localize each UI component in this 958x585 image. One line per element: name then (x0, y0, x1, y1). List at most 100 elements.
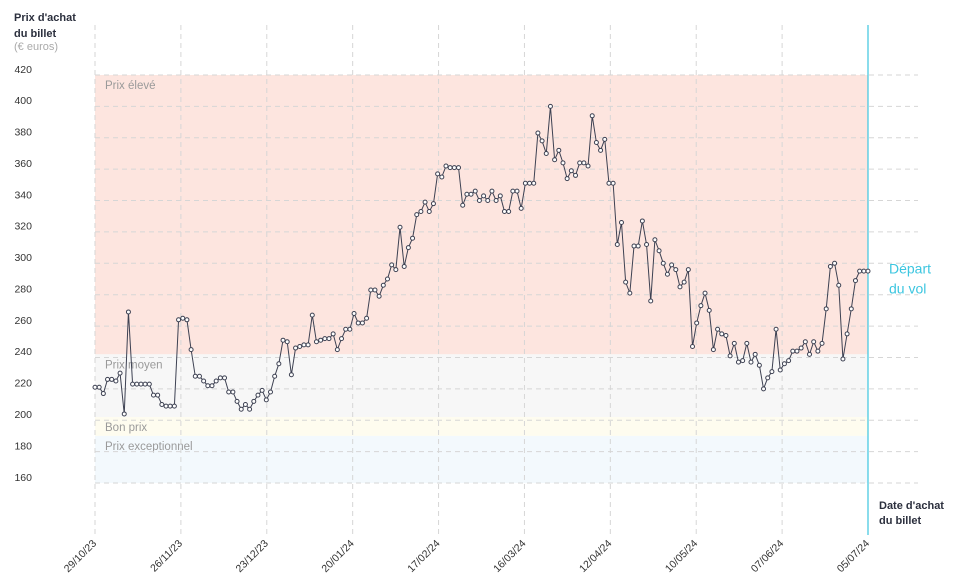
price-point (380, 282, 386, 288)
price-point (443, 163, 449, 169)
price-point (209, 383, 215, 389)
price-point (568, 168, 574, 174)
price-point (781, 361, 787, 367)
price-point (627, 290, 633, 296)
price-point (272, 373, 278, 379)
price-point (355, 320, 361, 326)
price-point (339, 336, 345, 342)
price-point (690, 343, 696, 349)
price-point (710, 347, 716, 353)
x-tick-label: 12/04/24 (577, 537, 614, 574)
price-point (485, 198, 491, 204)
price-point (573, 172, 579, 178)
price-point (719, 331, 725, 337)
band-label: Prix moyen (105, 359, 163, 371)
price-point (807, 351, 813, 357)
price-point (368, 287, 374, 293)
price-point (251, 398, 257, 404)
price-point (447, 165, 453, 171)
price-point (226, 389, 232, 395)
price-point (418, 209, 424, 215)
price-point (832, 260, 838, 266)
price-point (556, 147, 562, 153)
price-point (585, 163, 591, 169)
price-point (188, 347, 194, 353)
price-point (589, 113, 595, 119)
y-axis-title: du billet (14, 28, 57, 40)
price-point (159, 402, 165, 408)
price-point (794, 348, 800, 354)
price-point (472, 188, 478, 194)
price-point (489, 188, 495, 194)
price-point (359, 320, 365, 326)
price-point (522, 180, 528, 186)
price-point (748, 359, 754, 365)
price-point (669, 262, 675, 268)
price-point (435, 171, 441, 177)
price-point (334, 347, 340, 353)
price-point (702, 290, 708, 296)
x-axis-title: du billet (879, 515, 922, 527)
price-point (138, 381, 144, 387)
price-point (752, 351, 758, 357)
price-point (802, 339, 808, 345)
price-point (827, 263, 833, 269)
price-point (196, 373, 202, 379)
price-point (618, 220, 624, 226)
price-point (510, 188, 516, 194)
price-point (213, 378, 219, 384)
price-point (163, 403, 169, 409)
price-point (393, 267, 399, 273)
price-point (105, 376, 111, 382)
price-point (756, 362, 762, 368)
x-tick-label: 16/03/24 (491, 537, 528, 574)
price-point (293, 345, 299, 351)
y-tick-label: 180 (14, 440, 32, 452)
price-point (267, 389, 273, 395)
price-point (222, 375, 228, 381)
price-point (460, 202, 466, 208)
price-point (150, 392, 156, 398)
y-tick-label: 240 (14, 346, 32, 358)
price-point (535, 130, 541, 136)
y-tick-label: 320 (14, 221, 32, 233)
price-point (836, 282, 842, 288)
price-point (155, 392, 161, 398)
y-tick-label: 340 (14, 189, 32, 201)
price-point (376, 293, 382, 299)
price-point (234, 398, 240, 404)
price-point (326, 336, 332, 342)
price-point (217, 375, 223, 381)
band-label: Prix exceptionnel (105, 441, 193, 453)
price-point (180, 315, 186, 321)
annotation: du vol (889, 281, 926, 297)
price-point (176, 317, 182, 323)
price-point (798, 345, 804, 351)
price-point (560, 160, 566, 166)
price-band (95, 75, 868, 355)
price-point (635, 243, 641, 249)
price-point (652, 237, 658, 243)
price-point (481, 193, 487, 199)
price-point (648, 298, 654, 304)
price-point (125, 309, 131, 315)
price-point (506, 209, 512, 215)
price-point (121, 411, 127, 417)
price-point (723, 332, 729, 338)
price-point (727, 353, 733, 359)
price-point (681, 279, 687, 285)
x-tick-label: 26/11/23 (148, 537, 185, 574)
price-point (819, 340, 825, 346)
price-point (852, 278, 858, 284)
x-tick-label: 07/06/24 (749, 537, 786, 574)
price-point (677, 284, 683, 290)
price-point (610, 180, 616, 186)
x-tick-label: 05/07/24 (835, 537, 872, 574)
price-point (706, 307, 712, 313)
price-point (840, 356, 846, 362)
price-point (861, 268, 867, 274)
y-tick-label: 380 (14, 127, 32, 139)
price-point (639, 218, 645, 224)
price-point (593, 139, 599, 145)
price-point (761, 386, 767, 392)
